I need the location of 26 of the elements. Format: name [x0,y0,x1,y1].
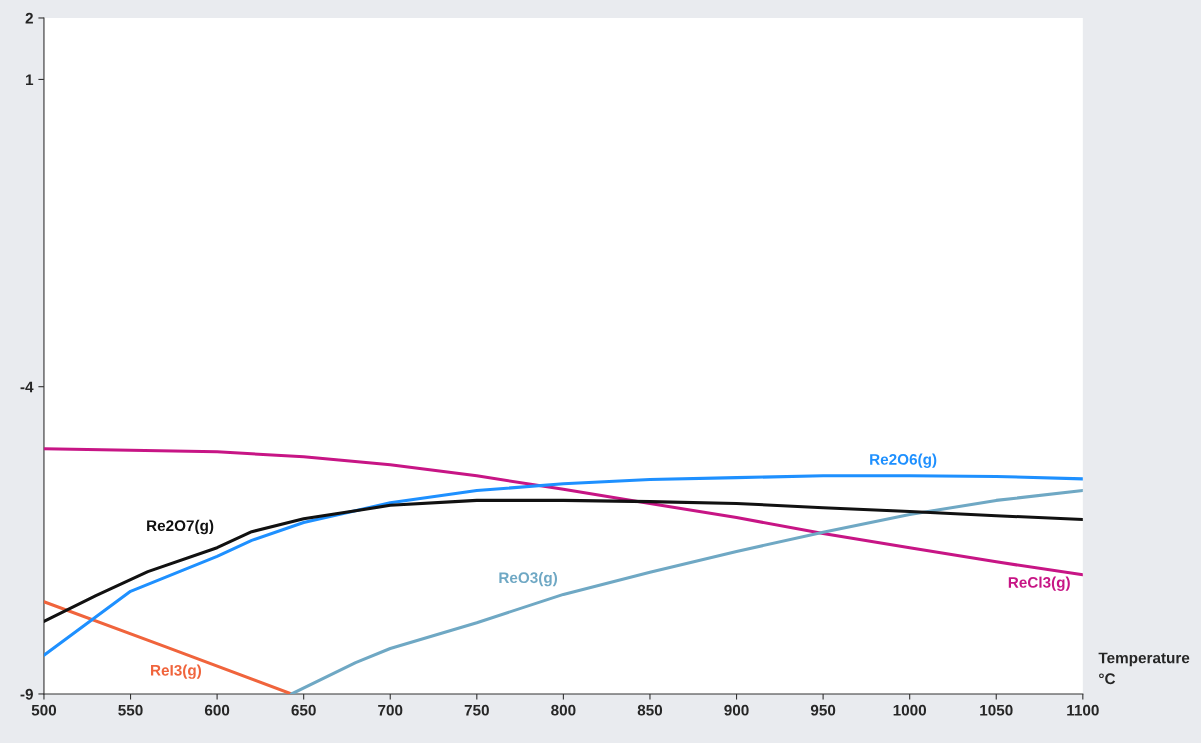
x-tick-label: 600 [204,704,230,716]
y-tick-label: -4 [20,381,34,393]
x-tick-label: 1100 [1067,704,1099,716]
x-tick-label: 800 [551,704,576,716]
y-tick-label: 1 [26,74,34,85]
y-tick-label: -9 [20,688,33,700]
series-label: ReI3(g) [151,664,202,679]
line-series [290,489,1083,694]
x-tick-label: 900 [724,704,749,716]
y-tick-label: 2 [25,12,33,24]
series-label: Re2O7(g) [147,519,214,535]
line-series [43,474,1083,657]
x-tick-label: 950 [810,704,836,716]
x-tick-label: 500 [31,704,57,716]
x-tick-label: 1050 [980,704,1013,716]
x-tick-label: 850 [637,704,663,716]
x-tick-label: 750 [464,704,489,716]
series-label: ReCl3(g) [1008,576,1070,591]
x-tick-label: 550 [118,704,143,716]
x-tick-label: 700 [378,704,403,716]
series-label: Re2O6(g) [870,453,937,468]
series-label: ReO3(g) [499,571,558,587]
x-axis-title: Temperature °C [1098,652,1190,685]
x-tick-label: 1000 [893,704,927,716]
line-series [43,498,1083,623]
x-tick-label: 650 [291,704,316,716]
